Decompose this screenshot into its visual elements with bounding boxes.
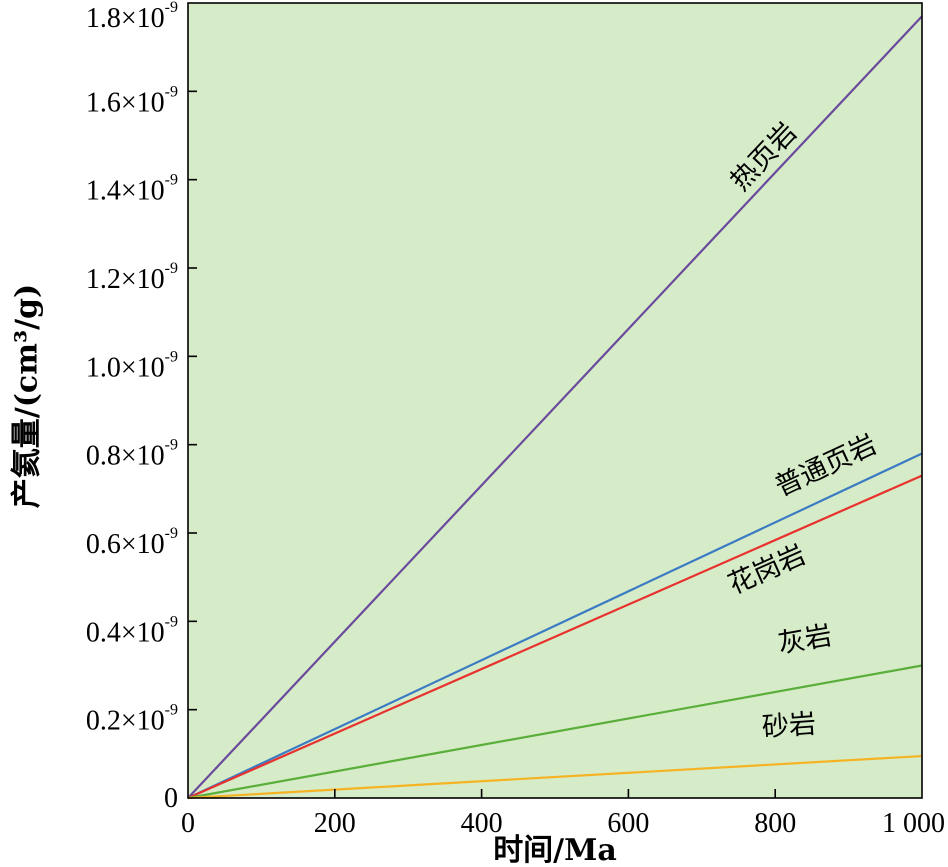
y-tick-label: 0.6×10-9 (86, 525, 178, 560)
x-tick-label: 800 (754, 808, 796, 839)
y-tick-label: 0 (164, 783, 178, 814)
y-tick-exponent: -9 (165, 613, 178, 630)
y-tick-mantissa: 1.0×10 (86, 352, 165, 383)
y-tick-label: 1.4×10-9 (86, 172, 178, 207)
y-tick-exponent: -9 (165, 348, 178, 365)
y-tick-exponent: -9 (165, 83, 178, 100)
y-tick-exponent: -9 (165, 0, 178, 16)
x-tick-label: 200 (314, 808, 356, 839)
y-tick-mantissa: 1.2×10 (86, 264, 165, 295)
tick-marks (188, 90, 777, 798)
y-tick-exponent: -9 (165, 702, 178, 719)
x-tick-label: 400 (461, 808, 503, 839)
y-tick-mantissa: 0.2×10 (86, 706, 165, 737)
y-tick-exponent: -9 (165, 437, 178, 454)
y-tick-label: 1.6×10-9 (86, 83, 178, 118)
plot-frame (187, 2, 923, 799)
series-line-2 (187, 452, 923, 799)
y-tick-mantissa: 0.4×10 (86, 617, 165, 648)
series-layer (187, 15, 923, 800)
y-tick-mantissa: 0.6×10 (86, 529, 165, 560)
y-tick-mantissa: 1.6×10 (86, 87, 165, 118)
y-tick-exponent: -9 (165, 525, 178, 542)
y-axis-tick-labels: 00.2×10-90.4×10-90.6×10-90.8×10-91.0×10-… (86, 0, 178, 814)
series-line-5 (187, 754, 923, 800)
y-tick-mantissa: 1.4×10 (86, 176, 165, 207)
y-tick-exponent: -9 (165, 260, 178, 277)
y-tick-label: 0.4×10-9 (86, 613, 178, 648)
x-tick-label: 1 000 (882, 808, 945, 839)
x-tick-label: 600 (607, 808, 649, 839)
series-label-5: 砂岩 (761, 709, 817, 744)
y-tick-exponent: -9 (165, 172, 178, 189)
x-axis-title: 时间/Ma (493, 833, 617, 867)
y-tick-mantissa: 0.8×10 (86, 441, 165, 472)
y-tick-mantissa: 1.8×10 (86, 3, 165, 34)
series-line-4 (187, 664, 923, 800)
series-line-3 (187, 474, 923, 800)
x-axis-tick-labels: 0 200 400 600 800 1 000 (181, 808, 945, 839)
y-tick-label: 1.0×10-9 (86, 348, 178, 383)
series-line-1 (187, 15, 923, 799)
y-axis-title: 产氦量/(cm³/g) (10, 284, 45, 508)
x-tick-label: 0 (181, 808, 195, 839)
y-tick-label: 0.2×10-9 (86, 702, 178, 737)
y-tick-label: 1.2×10-9 (86, 260, 178, 295)
plot-area (188, 3, 922, 798)
y-tick-label: 1.8×10-9 (86, 0, 178, 34)
y-tick-label: 0.8×10-9 (86, 437, 178, 472)
